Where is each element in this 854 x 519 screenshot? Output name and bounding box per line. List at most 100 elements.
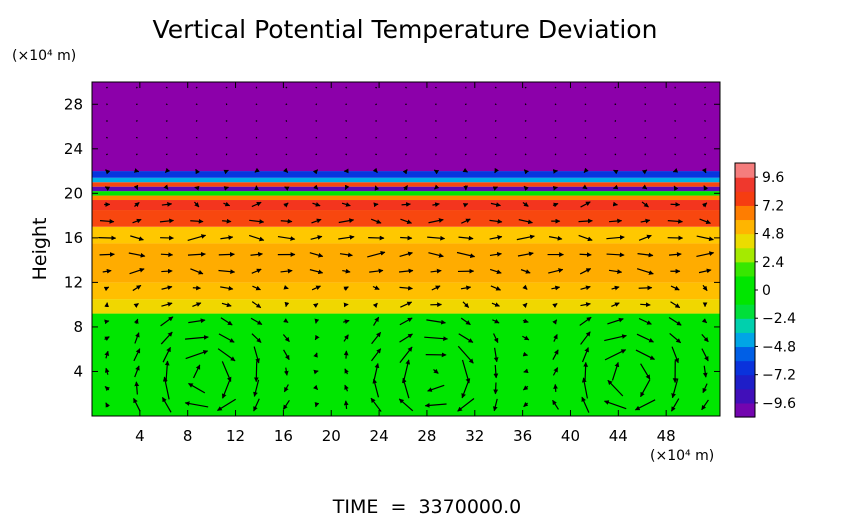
wind-vector bbox=[611, 302, 620, 307]
wind-vector bbox=[221, 361, 232, 382]
wind-vector bbox=[280, 268, 293, 274]
wind-vector bbox=[460, 285, 472, 291]
wind-vector bbox=[220, 285, 234, 291]
wind-vector bbox=[492, 186, 499, 191]
wind-vector bbox=[132, 218, 142, 224]
wind-vector bbox=[401, 202, 411, 207]
wind-vector bbox=[314, 401, 320, 408]
wind-vector bbox=[345, 120, 348, 122]
wind-vector bbox=[553, 334, 558, 342]
wind-vector bbox=[638, 285, 653, 291]
wind-vector bbox=[313, 184, 319, 190]
x-tick-label: 44 bbox=[609, 427, 628, 445]
wind-vector bbox=[696, 251, 715, 258]
field-band bbox=[92, 243, 720, 283]
wind-vector bbox=[606, 235, 625, 240]
wind-vector bbox=[398, 398, 414, 412]
wind-vector bbox=[128, 252, 146, 258]
wind-vector bbox=[701, 167, 707, 174]
colorbar-segment bbox=[735, 346, 755, 362]
colorbar-segment bbox=[735, 304, 755, 319]
colorbar-tick-label: −2.4 bbox=[762, 311, 796, 327]
wind-vector bbox=[518, 219, 533, 225]
colorbar-segment bbox=[735, 219, 755, 235]
wind-vector bbox=[251, 268, 262, 274]
wind-vector bbox=[424, 402, 447, 408]
wind-vector bbox=[248, 234, 265, 242]
wind-vector bbox=[135, 120, 138, 122]
wind-vector bbox=[522, 351, 529, 357]
wind-vector bbox=[164, 360, 170, 382]
wind-vector bbox=[251, 333, 262, 343]
wind-vector bbox=[431, 285, 441, 291]
wind-vector bbox=[554, 86, 557, 89]
field-band bbox=[92, 282, 720, 300]
wind-vector bbox=[164, 167, 171, 173]
wind-vector bbox=[698, 268, 712, 274]
wind-vector bbox=[367, 251, 386, 258]
wind-vector bbox=[344, 384, 349, 392]
wind-vector bbox=[603, 400, 627, 410]
wind-vector bbox=[338, 234, 355, 240]
colorbar-segment bbox=[735, 163, 755, 178]
time-footer: TIME = 3370000.0 bbox=[332, 496, 521, 518]
wind-vector bbox=[581, 347, 589, 363]
wind-vector bbox=[284, 301, 290, 308]
wind-vector bbox=[522, 302, 528, 308]
wind-vector bbox=[252, 285, 261, 291]
wind-vector bbox=[249, 219, 265, 224]
wind-vector bbox=[315, 136, 318, 139]
y-axis-unit: (×10⁴ m) bbox=[12, 48, 76, 64]
colorbar-segment bbox=[735, 177, 755, 192]
wind-vector bbox=[104, 319, 110, 325]
wind-vector bbox=[674, 136, 677, 139]
wind-vector bbox=[523, 185, 529, 191]
wind-vector bbox=[129, 267, 145, 275]
wind-vector bbox=[187, 234, 207, 242]
colorbar-tick-label: 4.8 bbox=[762, 227, 784, 243]
wind-vector bbox=[104, 367, 110, 375]
wind-vector bbox=[636, 268, 654, 275]
wind-vector bbox=[703, 185, 709, 191]
wind-vector bbox=[315, 103, 318, 106]
wind-vector bbox=[493, 364, 499, 379]
wind-vector bbox=[339, 252, 353, 258]
wind-vector bbox=[579, 268, 592, 275]
wind-vector bbox=[223, 186, 229, 191]
wind-vector bbox=[434, 184, 440, 190]
wind-vector bbox=[611, 361, 620, 381]
wind-vector bbox=[492, 318, 500, 324]
wind-vector bbox=[161, 396, 172, 413]
wind-vector bbox=[255, 120, 258, 122]
y-tick-label: 4 bbox=[73, 362, 83, 380]
wind-vector bbox=[161, 285, 173, 291]
wind-vector bbox=[581, 377, 588, 399]
wind-vector bbox=[375, 136, 377, 139]
wind-vector bbox=[343, 400, 349, 409]
wind-vector bbox=[310, 235, 323, 240]
wind-vector bbox=[584, 86, 587, 89]
wind-vector bbox=[134, 332, 140, 344]
wind-vector bbox=[312, 302, 319, 308]
x-tick-label: 4 bbox=[135, 427, 145, 445]
colorbar-segment bbox=[735, 275, 755, 291]
wind-vector bbox=[582, 184, 588, 190]
wind-vector bbox=[522, 335, 530, 341]
x-tick-label: 24 bbox=[370, 427, 389, 445]
wind-vector bbox=[430, 268, 442, 274]
colorbar-tick-label: 0 bbox=[762, 283, 771, 299]
wind-vector bbox=[312, 384, 319, 391]
wind-vector bbox=[670, 301, 681, 309]
wind-vector bbox=[489, 235, 503, 240]
wind-vector bbox=[218, 333, 235, 343]
field-band bbox=[92, 82, 720, 172]
wind-vector bbox=[399, 346, 413, 363]
wind-vector bbox=[282, 334, 290, 343]
wind-vector bbox=[637, 252, 654, 258]
wind-vector bbox=[490, 202, 501, 207]
wind-vector bbox=[696, 235, 714, 242]
wind-vector bbox=[674, 120, 677, 122]
wind-vector bbox=[218, 252, 235, 257]
wind-vector bbox=[548, 268, 564, 274]
wind-vector bbox=[283, 284, 289, 290]
